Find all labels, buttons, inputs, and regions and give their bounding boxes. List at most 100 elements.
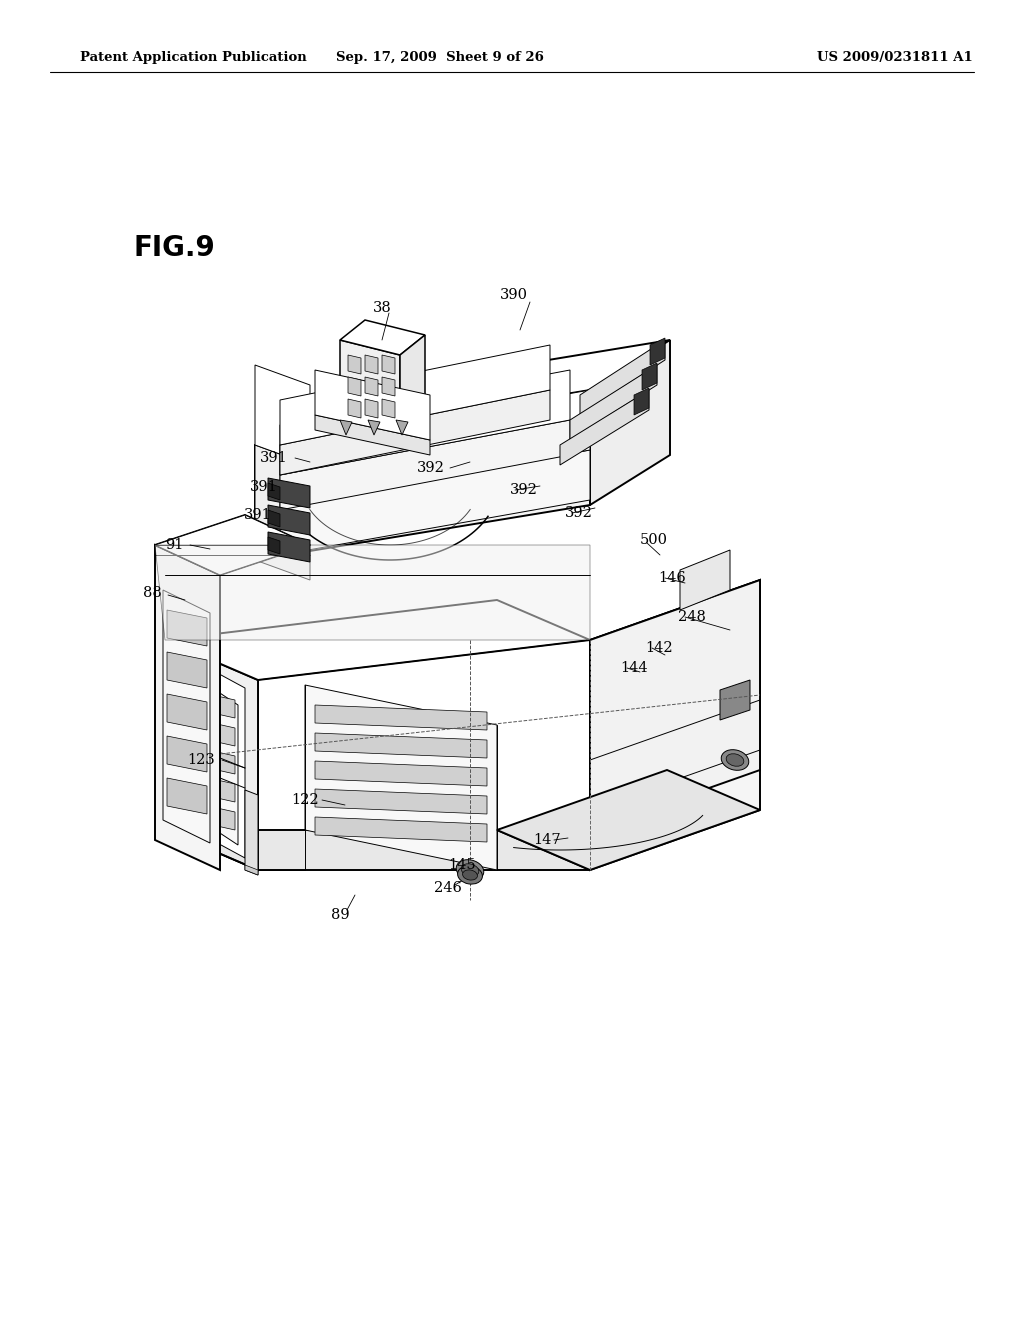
Polygon shape — [255, 389, 590, 560]
Polygon shape — [365, 378, 378, 396]
Polygon shape — [268, 510, 280, 527]
Polygon shape — [382, 378, 395, 396]
Polygon shape — [268, 532, 310, 562]
Polygon shape — [280, 345, 550, 445]
Ellipse shape — [457, 859, 483, 880]
Polygon shape — [720, 680, 750, 719]
Polygon shape — [634, 388, 649, 414]
Text: 145: 145 — [449, 858, 476, 873]
Polygon shape — [680, 550, 730, 610]
Polygon shape — [163, 590, 210, 843]
Text: 391: 391 — [250, 480, 278, 494]
Polygon shape — [365, 355, 378, 374]
Polygon shape — [245, 865, 258, 875]
Polygon shape — [348, 355, 361, 374]
Text: 89: 89 — [331, 908, 349, 921]
Polygon shape — [155, 515, 310, 576]
Polygon shape — [650, 338, 665, 366]
Ellipse shape — [721, 750, 749, 771]
Polygon shape — [590, 579, 760, 870]
Polygon shape — [400, 335, 425, 430]
Text: US 2009/0231811 A1: US 2009/0231811 A1 — [817, 51, 973, 65]
Polygon shape — [570, 366, 657, 440]
Polygon shape — [255, 366, 310, 465]
Polygon shape — [165, 640, 258, 870]
Text: 122: 122 — [291, 793, 318, 807]
Polygon shape — [155, 545, 220, 870]
Text: 123: 123 — [187, 752, 215, 767]
Polygon shape — [167, 737, 207, 772]
Text: 147: 147 — [534, 833, 561, 847]
Text: 38: 38 — [373, 301, 391, 315]
Text: 88: 88 — [143, 586, 162, 601]
Polygon shape — [305, 685, 497, 870]
Polygon shape — [268, 483, 280, 500]
Text: 391: 391 — [260, 451, 288, 465]
Polygon shape — [382, 355, 395, 374]
Polygon shape — [590, 341, 670, 506]
Ellipse shape — [461, 863, 479, 876]
Polygon shape — [368, 420, 380, 436]
Text: 246: 246 — [434, 880, 462, 895]
Text: 392: 392 — [510, 483, 538, 498]
Polygon shape — [315, 762, 487, 785]
Text: 142: 142 — [645, 642, 673, 655]
Polygon shape — [268, 506, 310, 535]
Polygon shape — [315, 370, 430, 440]
Ellipse shape — [463, 870, 477, 880]
Text: 248: 248 — [678, 610, 706, 624]
Text: 392: 392 — [565, 506, 593, 520]
Polygon shape — [280, 370, 570, 475]
Polygon shape — [382, 399, 395, 418]
Text: 146: 146 — [658, 572, 686, 585]
Text: 392: 392 — [417, 461, 445, 475]
Ellipse shape — [726, 754, 743, 766]
Text: 500: 500 — [640, 533, 668, 546]
Polygon shape — [167, 777, 207, 814]
Polygon shape — [340, 319, 425, 355]
Polygon shape — [190, 746, 234, 774]
Polygon shape — [190, 803, 234, 830]
Polygon shape — [365, 399, 378, 418]
Polygon shape — [167, 610, 207, 645]
Polygon shape — [280, 420, 570, 510]
Polygon shape — [315, 789, 487, 814]
Polygon shape — [155, 515, 310, 576]
Polygon shape — [165, 601, 590, 680]
Polygon shape — [185, 671, 238, 845]
Polygon shape — [155, 545, 590, 640]
Polygon shape — [268, 478, 310, 508]
Polygon shape — [165, 830, 590, 870]
Polygon shape — [280, 389, 550, 475]
Polygon shape — [315, 817, 487, 842]
Polygon shape — [268, 537, 280, 554]
Polygon shape — [315, 733, 487, 758]
Ellipse shape — [458, 866, 482, 884]
Polygon shape — [245, 789, 258, 875]
Polygon shape — [190, 690, 234, 718]
Text: Sep. 17, 2009  Sheet 9 of 26: Sep. 17, 2009 Sheet 9 of 26 — [336, 51, 544, 65]
Polygon shape — [280, 389, 590, 506]
Polygon shape — [590, 579, 760, 830]
Polygon shape — [315, 705, 487, 730]
Polygon shape — [580, 341, 665, 414]
Polygon shape — [315, 414, 430, 455]
Text: 391: 391 — [245, 508, 272, 521]
Text: FIG.9: FIG.9 — [133, 234, 215, 261]
Polygon shape — [497, 770, 760, 870]
Text: 390: 390 — [500, 288, 528, 302]
Polygon shape — [255, 341, 670, 445]
Polygon shape — [396, 420, 408, 436]
Text: Patent Application Publication: Patent Application Publication — [80, 51, 307, 65]
Polygon shape — [590, 579, 760, 640]
Polygon shape — [167, 694, 207, 730]
Polygon shape — [642, 363, 657, 389]
Polygon shape — [560, 389, 649, 465]
Polygon shape — [190, 718, 234, 746]
Polygon shape — [175, 649, 245, 858]
Polygon shape — [348, 399, 361, 418]
Text: 144: 144 — [620, 661, 647, 675]
Polygon shape — [348, 378, 361, 396]
Polygon shape — [190, 774, 234, 803]
Text: 91: 91 — [165, 539, 183, 552]
